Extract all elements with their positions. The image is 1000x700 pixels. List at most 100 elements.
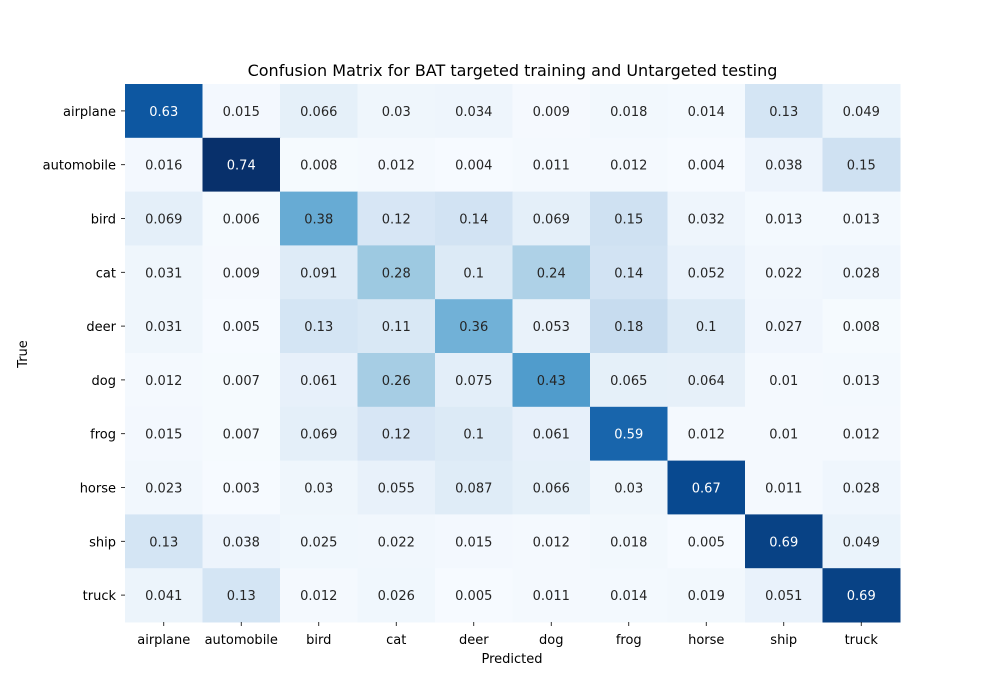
heatmap-cell [357,84,436,139]
heatmap-cell [512,191,591,246]
x-tick-label: frog [616,633,642,648]
cell-value-label: 0.007 [223,428,260,443]
heatmap-cell [280,353,358,408]
cell-value-label: 0.74 [227,159,256,174]
cell-value-label: 0.091 [300,266,337,281]
cell-value-label: 0.13 [227,589,256,604]
heatmap-cell [822,568,901,623]
cell-value-label: 0.015 [223,105,260,120]
cell-value-label: 0.03 [614,482,643,497]
heatmap-cell [125,299,203,354]
cell-value-label: 0.005 [688,535,725,550]
heatmap-cell [512,84,591,139]
cell-value-label: 0.03 [382,105,411,120]
cell-value-label: 0.12 [382,213,411,228]
cell-value-label: 0.064 [688,374,725,389]
heatmap-cell [667,568,746,623]
heatmap-cell [202,245,281,300]
cell-value-label: 0.014 [688,105,725,120]
cell-value-label: 0.011 [765,482,802,497]
heatmap-cell [435,299,513,354]
cell-value-label: 0.038 [223,535,260,550]
heatmap-cell [667,514,746,569]
heatmap-cell [357,137,436,193]
cell-value-label: 0.14 [459,213,488,228]
cell-value-label: 0.052 [688,266,725,281]
x-tick-label: deer [459,633,489,648]
cell-value-label: 0.034 [455,105,492,120]
heatmap-cell [667,191,746,246]
heatmap-cell [822,353,901,408]
cell-value-label: 0.012 [688,428,725,443]
y-tick-label: ship [89,535,116,550]
heatmap-cell [357,299,436,354]
cell-value-label: 0.069 [145,213,182,228]
cell-value-label: 0.025 [300,535,337,550]
heatmap-cell [745,299,823,354]
y-tick-label: frog [90,428,116,443]
cell-value-label: 0.005 [455,589,492,604]
cell-value-label: 0.022 [378,535,415,550]
cell-value-label: 0.13 [304,320,333,335]
cell-value-label: 0.012 [300,589,337,604]
cell-value-label: 0.038 [765,159,802,174]
heatmap-cell [435,568,513,623]
cell-value-label: 0.051 [765,589,802,604]
heatmap-cell [280,568,358,623]
cell-value-label: 0.36 [459,320,488,335]
y-tick-label: dog [92,374,116,389]
heatmap-cell [822,514,901,569]
y-tick-label: airplane [63,105,116,120]
heatmap-cell [435,245,513,300]
heatmap-cell [357,514,436,569]
heatmap-cell [667,299,746,354]
heatmap-cell [745,460,823,515]
heatmap-cell [202,514,281,569]
cell-value-label: 0.11 [382,320,411,335]
heatmap-cell [357,406,436,462]
cell-value-label: 0.012 [610,159,647,174]
x-tick-label: ship [770,633,797,648]
heatmap-cell [512,406,591,462]
cell-value-label: 0.005 [223,320,260,335]
cell-value-label: 0.009 [533,105,570,120]
heatmap-cell [822,191,901,246]
cell-value-label: 0.022 [765,266,802,281]
heatmap-cell [435,84,513,139]
cell-value-label: 0.049 [843,535,880,550]
heatmap-cell [125,514,203,569]
heatmap-cell [590,137,668,193]
cell-value-label: 0.007 [223,374,260,389]
heatmap-cell [357,460,436,515]
heatmap-cell [202,299,281,354]
cell-value-label: 0.061 [533,428,570,443]
cell-value-label: 0.026 [378,589,415,604]
heatmap-cell [280,460,358,515]
heatmap-cells: 0.63 0.015 0.066 0.03 0.034 0.009 0.018 0.014 0.… [125,84,901,623]
cell-value-label: 0.38 [304,213,333,228]
cell-value-label: 0.15 [847,159,876,174]
cell-value-label: 0.065 [610,374,647,389]
cell-value-label: 0.014 [610,589,647,604]
heatmap-cell [125,460,203,515]
heatmap-cell [822,460,901,515]
heatmap-cell [280,191,358,246]
x-tick-label: airplane [137,633,190,648]
x-tick-label: truck [845,633,879,648]
heatmap-cell [667,460,746,515]
x-tick-label: dog [539,633,563,648]
cell-value-label: 0.12 [382,428,411,443]
cell-value-label: 0.066 [533,482,570,497]
cell-value-label: 0.041 [145,589,182,604]
cell-value-label: 0.069 [533,213,570,228]
heatmap-cell [590,514,668,569]
x-axis-ticks: airplane automobile bird cat deer dog frog hors… [137,622,878,648]
heatmap-cell [590,299,668,354]
heatmap-cell [202,406,281,462]
heatmap-cell [822,137,901,193]
heatmap-cell [202,460,281,515]
cell-value-label: 0.28 [382,266,411,281]
x-tick-label: automobile [205,633,278,648]
heatmap-cell [512,568,591,623]
